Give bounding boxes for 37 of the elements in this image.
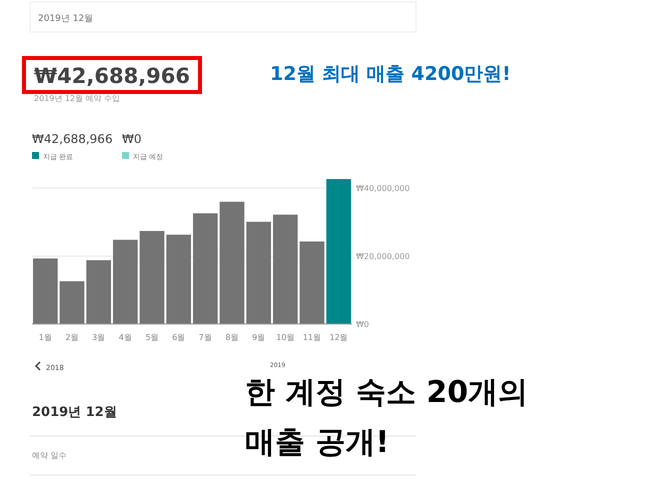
x-tick-label: 4월	[118, 333, 132, 342]
bar	[220, 202, 244, 324]
x-tick-label: 9월	[252, 333, 266, 342]
text: 12월 최대 매출 4200만원!	[270, 63, 511, 85]
text: ₩0	[122, 132, 142, 146]
x-tick-label: 8월	[225, 333, 239, 342]
x-tick-label: 10월	[276, 333, 294, 342]
bar	[140, 230, 164, 324]
bar	[86, 260, 111, 324]
bar	[193, 213, 218, 324]
text: ₩42,688,966	[34, 64, 190, 88]
text: 예약 일수	[32, 451, 67, 460]
text: 2019년 12월 예약 수입	[34, 94, 120, 103]
bar	[33, 258, 58, 324]
x-tick-label: 1월	[38, 333, 52, 342]
y-tick-label: ₩20,000,000	[356, 252, 410, 262]
x-tick-label: 12월	[330, 333, 348, 342]
bar	[300, 241, 324, 324]
x-tick-label: 3월	[92, 333, 106, 342]
y-tick-label: ₩40,000,000	[356, 184, 410, 194]
bar	[273, 214, 298, 324]
x-tick-label: 5월	[145, 333, 159, 342]
x-tick-label: 2월	[65, 333, 79, 342]
text: ₩42,688,966	[32, 132, 113, 146]
x-tick-label: 6월	[172, 333, 186, 342]
x-tick-label: 11월	[302, 333, 322, 342]
bar	[113, 240, 138, 324]
bar	[166, 234, 191, 324]
text: 2019년 12월	[38, 14, 94, 24]
bar	[60, 281, 84, 324]
text: 한 계정 숙소 20개의	[245, 375, 528, 410]
text: 매출 공개!	[245, 425, 390, 460]
text: 2019년 12월	[32, 405, 117, 420]
x-tick-label: 7월	[198, 333, 212, 342]
y-tick-label: ₩0	[356, 320, 369, 329]
bar	[326, 179, 351, 324]
bar	[246, 222, 271, 324]
